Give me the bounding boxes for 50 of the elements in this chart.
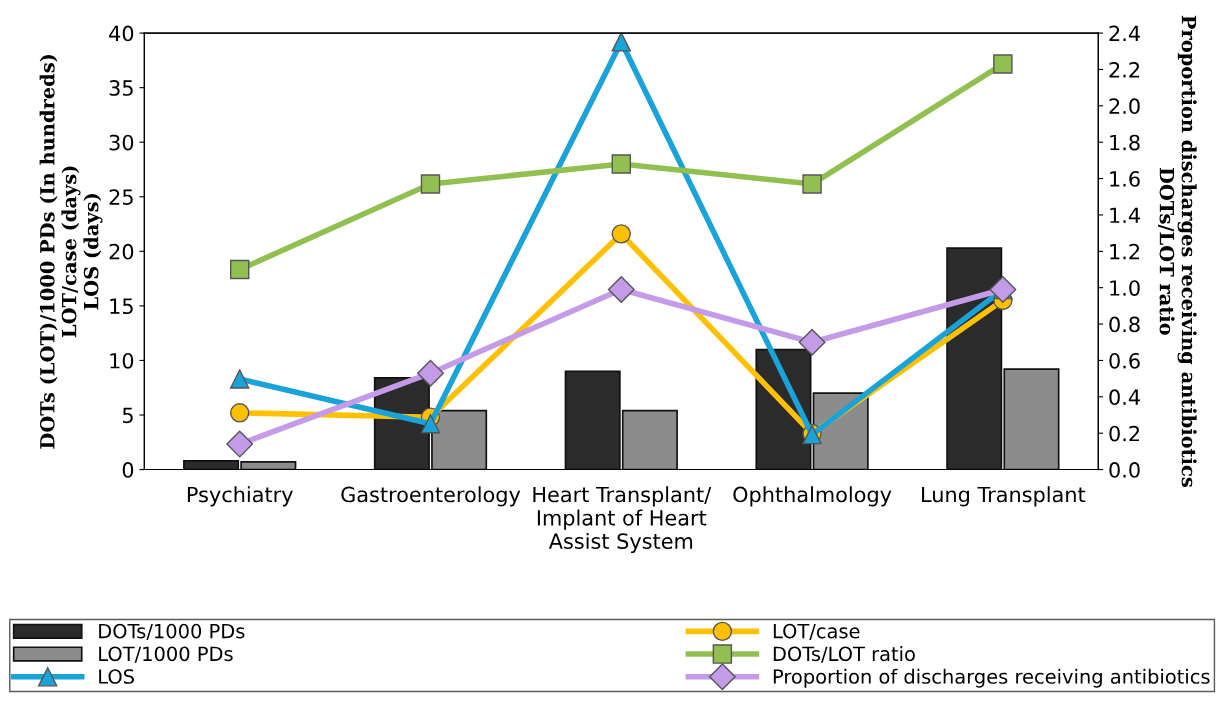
y2-tick-label: 0.0 bbox=[1109, 462, 1140, 478]
y-tick-label: 5 bbox=[122, 407, 133, 424]
legend-label: DOTs/1000 PDs bbox=[99, 623, 245, 640]
y2-tick-label: 0.4 bbox=[1109, 389, 1140, 406]
point bbox=[611, 33, 632, 52]
legend-label: LOT/case bbox=[773, 623, 860, 640]
x-tick-label: Psychiatry bbox=[187, 486, 293, 507]
y-axis-title: DOTs (LOT)/1000 PDs (In hundreds) LOT/case (days) LOS (days) bbox=[39, 54, 103, 449]
y2-tick-label: 1.0 bbox=[1110, 280, 1140, 296]
point bbox=[802, 174, 822, 194]
point bbox=[798, 328, 826, 356]
y-tick-label: 20 bbox=[109, 243, 134, 260]
y2-tick-label: 2.4 bbox=[1109, 25, 1140, 41]
legend-label: DOTs/LOT ratio bbox=[773, 646, 915, 663]
x-tick-label: Gastroenterology bbox=[341, 486, 521, 507]
point bbox=[607, 276, 635, 303]
y2-tick-label: 2.0 bbox=[1109, 98, 1140, 115]
x-tick-label: Heart Transplant/ Implant of Heart Assist System bbox=[533, 486, 712, 554]
point bbox=[229, 403, 250, 423]
point bbox=[417, 359, 444, 387]
y-tick-label: 30 bbox=[109, 134, 134, 151]
y2-tick-label: 1.6 bbox=[1110, 171, 1140, 187]
point bbox=[611, 154, 632, 174]
y-tick-label: 10 bbox=[110, 352, 134, 369]
legend-label: LOS bbox=[99, 669, 134, 684]
y-tick-label: 40 bbox=[109, 25, 134, 42]
y2-tick-label: 1.4 bbox=[1110, 207, 1140, 223]
point bbox=[611, 224, 632, 244]
point bbox=[989, 276, 1017, 303]
y2-tick-label: 0.6 bbox=[1109, 352, 1140, 369]
y2-tick-label: 0.2 bbox=[1109, 425, 1140, 442]
y-tick-label: 25 bbox=[109, 189, 133, 205]
y-tick-label: 15 bbox=[110, 298, 133, 315]
x-tick-label: Ophthalmology bbox=[733, 486, 892, 507]
y2-tick-label: 1.8 bbox=[1110, 134, 1140, 151]
y-tick-label: 0 bbox=[122, 462, 134, 478]
legend-label: LOT/1000 PDs bbox=[99, 646, 233, 663]
y-tick-label: 35 bbox=[109, 80, 133, 96]
y2-tick-label: 0.8 bbox=[1109, 316, 1140, 333]
point bbox=[420, 174, 441, 194]
point bbox=[420, 414, 441, 434]
x-tick-label: Lung Transplant bbox=[922, 486, 1086, 507]
y2-tick-label: 2.2 bbox=[1109, 61, 1140, 78]
point bbox=[226, 430, 254, 458]
y2-tick-label: 1.2 bbox=[1110, 243, 1140, 260]
y2-axis-title: Proportion discharges receiving antibiotics DOTs/LOT ratio bbox=[1158, 15, 1197, 487]
point bbox=[229, 259, 250, 280]
legend-label: Proportion of discharges receiving antibiotics bbox=[773, 668, 1210, 688]
point bbox=[993, 54, 1013, 74]
point bbox=[229, 369, 250, 389]
